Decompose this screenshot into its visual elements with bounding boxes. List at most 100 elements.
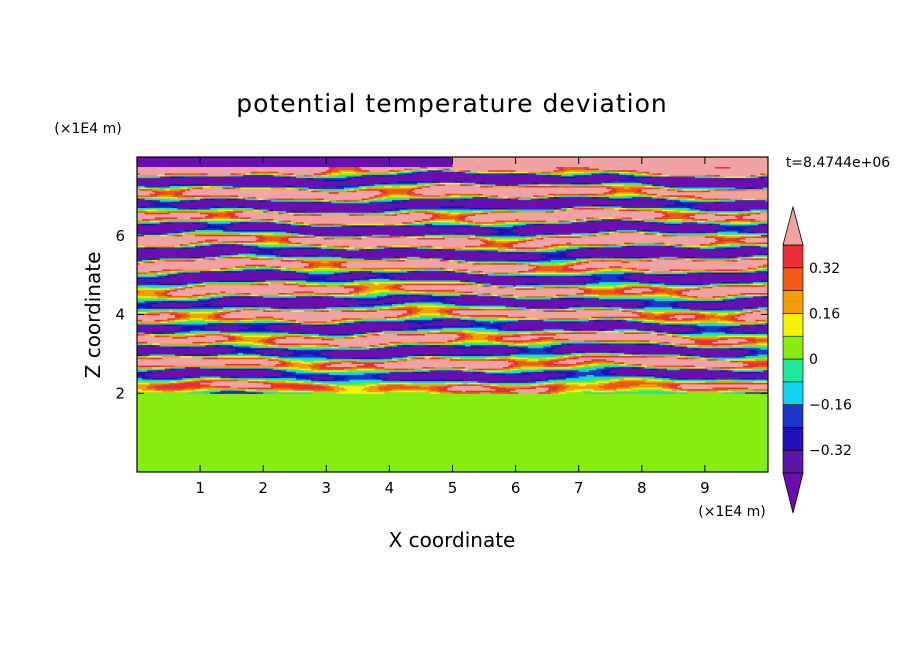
- contour-cell: [518, 223, 527, 226]
- contour-cell: [331, 201, 340, 204]
- contour-cell: [482, 193, 550, 196]
- contour-cell: [583, 350, 610, 353]
- contour-cell: [455, 180, 464, 183]
- contour-cell: [280, 360, 287, 363]
- contour-cell: [366, 182, 380, 185]
- contour-cell: [338, 267, 363, 270]
- contour-cell: [462, 303, 474, 306]
- contour-cell: [578, 383, 587, 386]
- contour-cell: [137, 229, 184, 232]
- contour-cell: [621, 283, 648, 286]
- contour-cell: [439, 300, 449, 303]
- contour-cell: [720, 327, 731, 330]
- contour-cell: [356, 301, 385, 305]
- contour-cell: [137, 316, 176, 319]
- contour-cell: [712, 386, 749, 390]
- contour-cell: [250, 234, 264, 237]
- contour-cell: [412, 314, 421, 317]
- contour-cell: [762, 369, 768, 372]
- contour-cell: [137, 264, 247, 267]
- contour-cell: [583, 289, 592, 292]
- contour-cell: [361, 382, 380, 385]
- contour-cell: [452, 257, 479, 260]
- contour-cell: [715, 235, 726, 238]
- contour-cell: [235, 204, 383, 207]
- contour-cell: [588, 319, 595, 322]
- contour-cell: [217, 207, 249, 210]
- contour-cell: [646, 245, 661, 248]
- contour-cell: [548, 246, 555, 249]
- contour-cell: [318, 306, 327, 309]
- contour-cell: [402, 279, 461, 283]
- contour-cell: [255, 265, 259, 268]
- contour-cell: [407, 270, 413, 273]
- contour-cell: [694, 357, 701, 360]
- contour-cell: [505, 306, 517, 309]
- contour-cell: [137, 253, 224, 256]
- contour-cell: [318, 281, 348, 284]
- contour-cell: [386, 317, 398, 320]
- contour-cell: [614, 207, 628, 210]
- contour-cell: [735, 355, 741, 358]
- contour-cell: [762, 207, 768, 210]
- contour-cell: [689, 334, 719, 338]
- contour-cell: [619, 353, 633, 357]
- contour-cell: [624, 242, 630, 245]
- contour-cell: [293, 221, 297, 224]
- contour-cell: [285, 175, 292, 179]
- contour-cell: [207, 281, 254, 284]
- contour-cell: [391, 344, 398, 347]
- contour-cell: [200, 342, 209, 346]
- contour-cell: [240, 309, 264, 312]
- contour-cell: [137, 256, 171, 259]
- contour-cell: [359, 292, 368, 295]
- contour-cell: [374, 197, 378, 201]
- contour-cell: [174, 270, 184, 273]
- contour-cell: [184, 284, 189, 287]
- contour-cell: [429, 357, 441, 360]
- contour-cell: [545, 254, 567, 257]
- contour-cell: [379, 388, 393, 391]
- contour-cell: [656, 383, 668, 386]
- contour-cell: [331, 172, 340, 175]
- contour-cell: [656, 172, 663, 175]
- contour-cell: [760, 371, 768, 374]
- contour-cell: [538, 197, 544, 201]
- contour-cell: [167, 232, 173, 235]
- contour-cell: [475, 234, 522, 237]
- contour-cell: [273, 218, 423, 221]
- contour-cell: [616, 339, 640, 342]
- contour-cell: [467, 221, 476, 224]
- contour-cell: [243, 174, 274, 177]
- contour-cell: [369, 196, 373, 199]
- contour-cell: [376, 372, 388, 375]
- contour-cell: [591, 204, 618, 207]
- contour-cell: [137, 204, 146, 207]
- contour-cell: [629, 260, 768, 264]
- contour-cell: [545, 342, 555, 346]
- contour-cell: [338, 284, 365, 287]
- contour-cell: [460, 215, 469, 218]
- contour-cell: [583, 281, 592, 284]
- contour-cell: [740, 238, 768, 242]
- contour-cell: [682, 336, 686, 339]
- contour-cell: [656, 341, 661, 344]
- contour-cell: [492, 271, 509, 275]
- contour-cell: [412, 234, 426, 237]
- contour-cell: [349, 202, 403, 205]
- contour-cell: [717, 234, 768, 237]
- contour-cell: [278, 328, 385, 331]
- contour-cell: [386, 344, 393, 347]
- contour-cell: [364, 275, 378, 278]
- contour-cell: [677, 303, 683, 306]
- contour-cell: [571, 182, 592, 185]
- contour-cell: [725, 229, 739, 232]
- contour-cell: [167, 273, 173, 276]
- contour-cell: [717, 175, 726, 179]
- contour-cell: [699, 325, 729, 328]
- contour-cell: [510, 240, 519, 243]
- contour-cell: [343, 283, 360, 286]
- contour-cell: [730, 298, 736, 301]
- contour-cell: [621, 273, 633, 276]
- contour-cell: [505, 221, 519, 224]
